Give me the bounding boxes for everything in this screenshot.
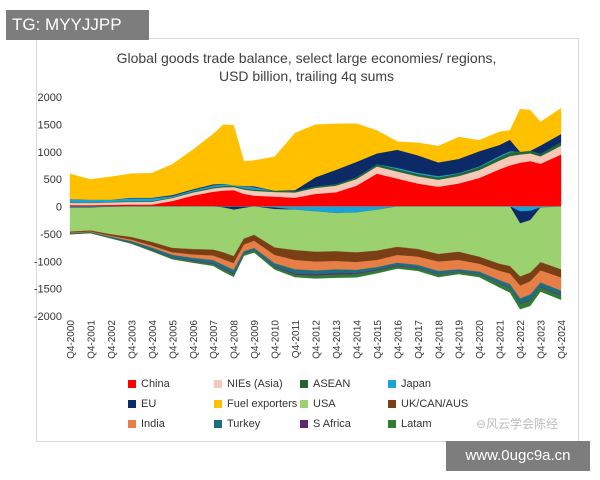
x-tick-label: Q4-2017 — [414, 320, 425, 359]
x-tick-label: Q4-2013 — [332, 320, 343, 359]
legend-swatch — [388, 380, 396, 388]
legend-swatch — [388, 400, 396, 408]
x-tick-label: Q4-2022 — [516, 320, 527, 359]
watermark-cn: ⊖风云学会陈经 — [476, 417, 559, 431]
legend-swatch — [300, 420, 308, 428]
y-tick-label: -2000 — [34, 311, 62, 323]
y-tick-label: 1500 — [38, 119, 62, 131]
legend-swatch — [214, 380, 222, 388]
legend-swatch — [300, 380, 308, 388]
x-tick-label: Q4-2024 — [557, 320, 568, 359]
legend-item-fuel-exporters: Fuel exporters — [214, 398, 297, 410]
legend-label: UK/CAN/AUS — [401, 398, 469, 410]
legend-label: India — [141, 418, 165, 430]
x-tick-label: Q4-2008 — [230, 320, 241, 359]
x-tick-label: Q4-2006 — [189, 320, 200, 359]
legend-item-latam: Latam — [388, 418, 432, 430]
telegram-badge: TG: MYYJJPP — [6, 10, 149, 40]
x-tick-label: Q4-2011 — [291, 320, 302, 359]
legend-swatch — [128, 420, 136, 428]
x-tick-label: Q4-2004 — [148, 320, 159, 359]
legend-label: Turkey — [227, 418, 261, 430]
y-tick-label: 2000 — [38, 92, 62, 104]
legend-label: Latam — [401, 418, 432, 430]
legend-item-china: China — [128, 378, 170, 390]
legend-label: Japan — [401, 378, 431, 390]
legend-swatch — [128, 400, 136, 408]
chart-subtitle: USD billion, trailing 4q sums — [218, 68, 395, 84]
x-tick-label: Q4-2021 — [496, 320, 507, 359]
x-tick-label: Q4-2005 — [168, 320, 179, 359]
legend-item-eu: EU — [128, 398, 156, 410]
legend-label: ASEAN — [313, 378, 351, 390]
x-tick-label: Q4-2003 — [127, 320, 138, 359]
x-tick-label: Q4-2002 — [107, 320, 118, 359]
x-tick-label: Q4-2007 — [209, 320, 220, 359]
legend-swatch — [388, 420, 396, 428]
legend-swatch — [128, 380, 136, 388]
x-tick-label: Q4-2023 — [537, 320, 548, 359]
y-tick-label: 500 — [44, 174, 62, 186]
x-tick-label: Q4-2015 — [373, 320, 384, 359]
legend-item-uk-can-aus: UK/CAN/AUS — [388, 398, 468, 410]
x-tick-label: Q4-2019 — [455, 320, 466, 359]
x-tick-label: Q4-2001 — [86, 320, 97, 359]
legend-label: USA — [313, 398, 336, 410]
x-tick-label: Q4-2000 — [66, 320, 77, 359]
legend-item-turkey: Turkey — [214, 418, 260, 430]
x-tick-label: Q4-2010 — [271, 320, 282, 359]
y-tick-label: -500 — [40, 229, 62, 241]
legend-item-s-africa: S Africa — [300, 418, 351, 430]
legend-swatch — [214, 400, 222, 408]
y-tick-label: 1000 — [38, 147, 62, 159]
x-tick-label: Q4-2020 — [475, 320, 486, 359]
positive-area-fuel-exporters — [69, 107, 562, 200]
x-tick-label: Q4-2009 — [250, 320, 261, 359]
x-tick-label: Q4-2014 — [352, 320, 363, 359]
chart-title: Global goods trade balance, select large… — [116, 50, 497, 66]
legend-label: China — [141, 378, 170, 390]
legend-label: S Africa — [313, 418, 351, 430]
y-tick-label: -1500 — [34, 284, 62, 296]
legend-label: Fuel exporters — [227, 398, 298, 410]
legend-item-asean: ASEAN — [300, 378, 350, 390]
legend-label: EU — [141, 398, 157, 410]
legend-swatch — [214, 420, 222, 428]
x-tick-label: Q4-2012 — [312, 320, 323, 359]
legend-label: NIEs (Asia) — [227, 378, 283, 390]
y-tick-label: -1000 — [34, 256, 62, 268]
negative-area-latam — [69, 232, 562, 310]
x-tick-label: Q4-2016 — [393, 320, 404, 359]
legend-swatch — [300, 400, 308, 408]
y-tick-label: 0 — [56, 202, 62, 214]
legend-item-nies-asia-: NIEs (Asia) — [214, 378, 283, 390]
legend-item-japan: Japan — [388, 378, 431, 390]
legend-item-india: India — [128, 418, 165, 430]
legend-item-usa: USA — [300, 398, 336, 410]
watermark-url: www.0ugc9a.cn — [446, 441, 590, 471]
x-tick-label: Q4-2018 — [434, 320, 445, 359]
